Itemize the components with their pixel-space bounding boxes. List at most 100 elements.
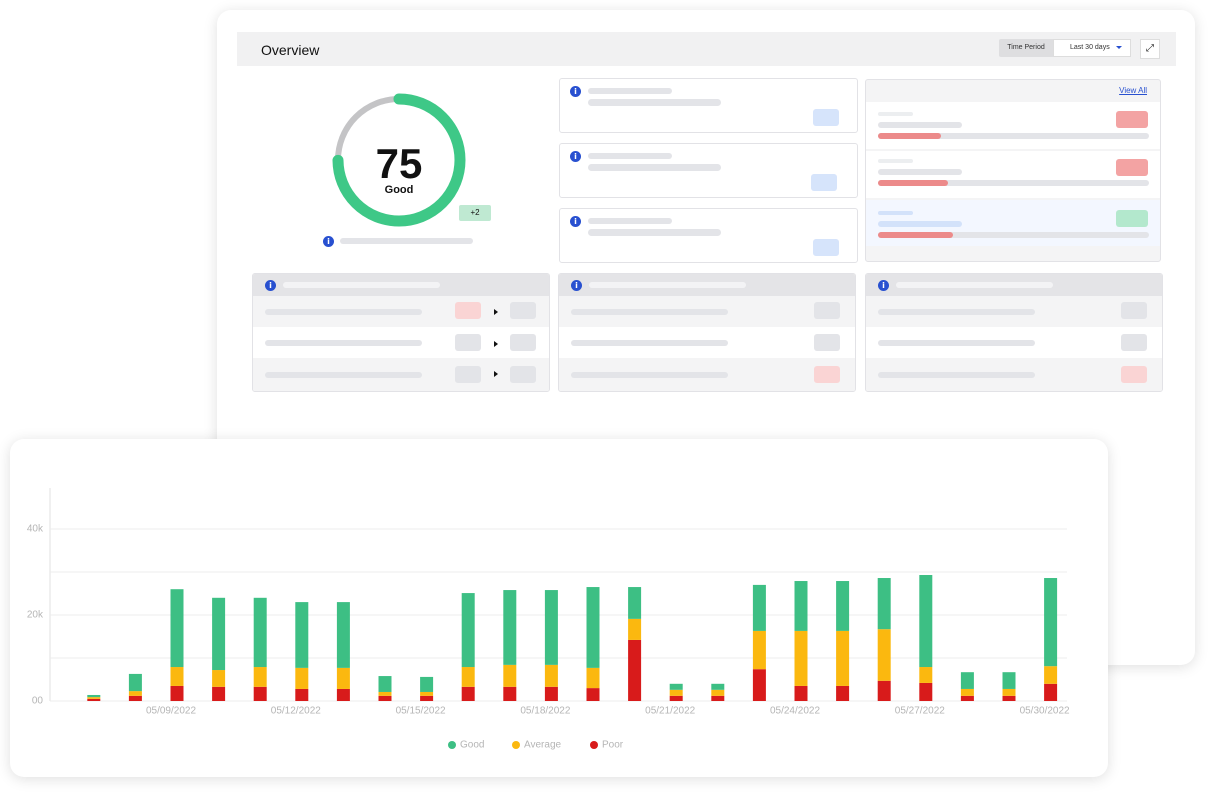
bar-segment bbox=[420, 676, 434, 692]
placeholder-badge bbox=[814, 302, 840, 319]
placeholder bbox=[588, 99, 721, 106]
bar-segment bbox=[586, 667, 600, 689]
info-icon[interactable]: i bbox=[570, 86, 581, 97]
placeholder bbox=[265, 309, 422, 315]
info-icon[interactable]: i bbox=[878, 280, 889, 291]
bar-segment bbox=[794, 581, 808, 631]
x-tick-label: 05/24/2022 bbox=[770, 706, 820, 717]
view-all-link[interactable]: View All bbox=[1119, 86, 1147, 95]
placeholder bbox=[265, 340, 422, 346]
score-label: Good bbox=[384, 184, 414, 196]
progress-track bbox=[878, 133, 1149, 139]
caret bbox=[1116, 46, 1122, 49]
table-row bbox=[559, 296, 855, 327]
table-panel: i bbox=[558, 273, 856, 392]
placeholder bbox=[571, 340, 728, 346]
bar-segment bbox=[586, 688, 600, 701]
y-tick-label: 20k bbox=[27, 610, 44, 621]
bar-segment bbox=[420, 695, 434, 701]
bar-segment bbox=[960, 672, 974, 689]
placeholder-badge bbox=[455, 334, 481, 351]
bar-segment bbox=[253, 667, 267, 687]
placeholder-badge bbox=[813, 109, 839, 126]
info-icon[interactable]: i bbox=[570, 151, 581, 162]
info-icon[interactable]: i bbox=[323, 236, 334, 247]
bar-segment bbox=[960, 688, 974, 696]
legend-label: Poor bbox=[602, 740, 624, 751]
placeholder bbox=[878, 122, 962, 128]
placeholder-badge bbox=[1121, 334, 1147, 351]
x-tick-label: 05/21/2022 bbox=[645, 706, 695, 717]
bar-segment bbox=[628, 587, 642, 619]
bar-segment bbox=[336, 688, 350, 701]
bar-segment bbox=[128, 695, 142, 701]
bar-segment bbox=[711, 689, 725, 696]
bar-segment bbox=[1044, 666, 1058, 684]
table-header: i bbox=[253, 274, 549, 296]
info-icon[interactable]: i bbox=[570, 216, 581, 227]
table-row bbox=[559, 327, 855, 358]
bar-segment bbox=[1002, 688, 1016, 696]
bar-segment bbox=[461, 686, 475, 701]
legend-swatch bbox=[590, 741, 598, 749]
table-row bbox=[866, 296, 1162, 327]
bar-segment bbox=[960, 695, 974, 701]
bar-segment bbox=[544, 686, 558, 701]
progress-fill bbox=[878, 180, 948, 186]
arrow bbox=[494, 371, 498, 377]
metric-card: i bbox=[559, 143, 858, 198]
bar-segment bbox=[544, 590, 558, 665]
placeholder-badge bbox=[811, 174, 837, 191]
metric-card: i bbox=[559, 208, 858, 263]
placeholder bbox=[896, 282, 1053, 288]
x-tick-label: 05/18/2022 bbox=[520, 706, 570, 717]
score-value: 75 bbox=[375, 140, 423, 187]
bar-segment bbox=[544, 664, 558, 687]
bar-segment bbox=[503, 590, 517, 665]
x-tick-label: 05/09/2022 bbox=[146, 706, 196, 717]
bar-segment bbox=[752, 630, 766, 670]
placeholder-badge bbox=[455, 366, 481, 383]
placeholder bbox=[878, 211, 913, 215]
placeholder bbox=[878, 340, 1035, 346]
time-period-select[interactable]: Last 30 days bbox=[1053, 39, 1131, 57]
bar-segment bbox=[87, 697, 101, 699]
bar-segment bbox=[1044, 578, 1058, 667]
info-icon[interactable]: i bbox=[265, 280, 276, 291]
placeholder bbox=[265, 372, 422, 378]
placeholder bbox=[878, 169, 962, 175]
table-row bbox=[253, 296, 549, 327]
bar-segment bbox=[836, 630, 850, 686]
bar-segment bbox=[87, 698, 101, 701]
metric-card: i bbox=[559, 78, 858, 133]
placeholder-badge bbox=[510, 334, 536, 351]
placeholder bbox=[878, 112, 913, 116]
bar-segment bbox=[877, 680, 891, 701]
placeholder-badge bbox=[510, 366, 536, 383]
bar-segment bbox=[1002, 672, 1016, 689]
bar-segment bbox=[461, 593, 475, 668]
bar-segment bbox=[128, 673, 142, 692]
bar-segment bbox=[378, 695, 392, 701]
bar-segment bbox=[295, 688, 309, 701]
bar-segment bbox=[669, 689, 683, 696]
bar-segment bbox=[253, 597, 267, 668]
bar-segment bbox=[794, 630, 808, 686]
bar-segment bbox=[711, 683, 725, 690]
y-tick-label: 40k bbox=[27, 524, 44, 535]
table-row bbox=[866, 358, 1162, 391]
gauge-arc bbox=[332, 93, 466, 227]
legend-label: Average bbox=[524, 740, 562, 751]
info-icon[interactable]: i bbox=[571, 280, 582, 291]
bar-segment bbox=[877, 629, 891, 681]
placeholder-badge bbox=[510, 302, 536, 319]
bar-segment bbox=[212, 686, 226, 701]
x-tick-label: 05/30/2022 bbox=[1020, 706, 1070, 717]
expand-button[interactable]: ⤢ bbox=[1140, 39, 1160, 59]
bar-segment bbox=[212, 597, 226, 671]
placeholder bbox=[878, 221, 962, 227]
list-row bbox=[866, 200, 1160, 246]
bar-segment bbox=[378, 676, 392, 692]
time-period-label: Time Period bbox=[999, 39, 1053, 57]
